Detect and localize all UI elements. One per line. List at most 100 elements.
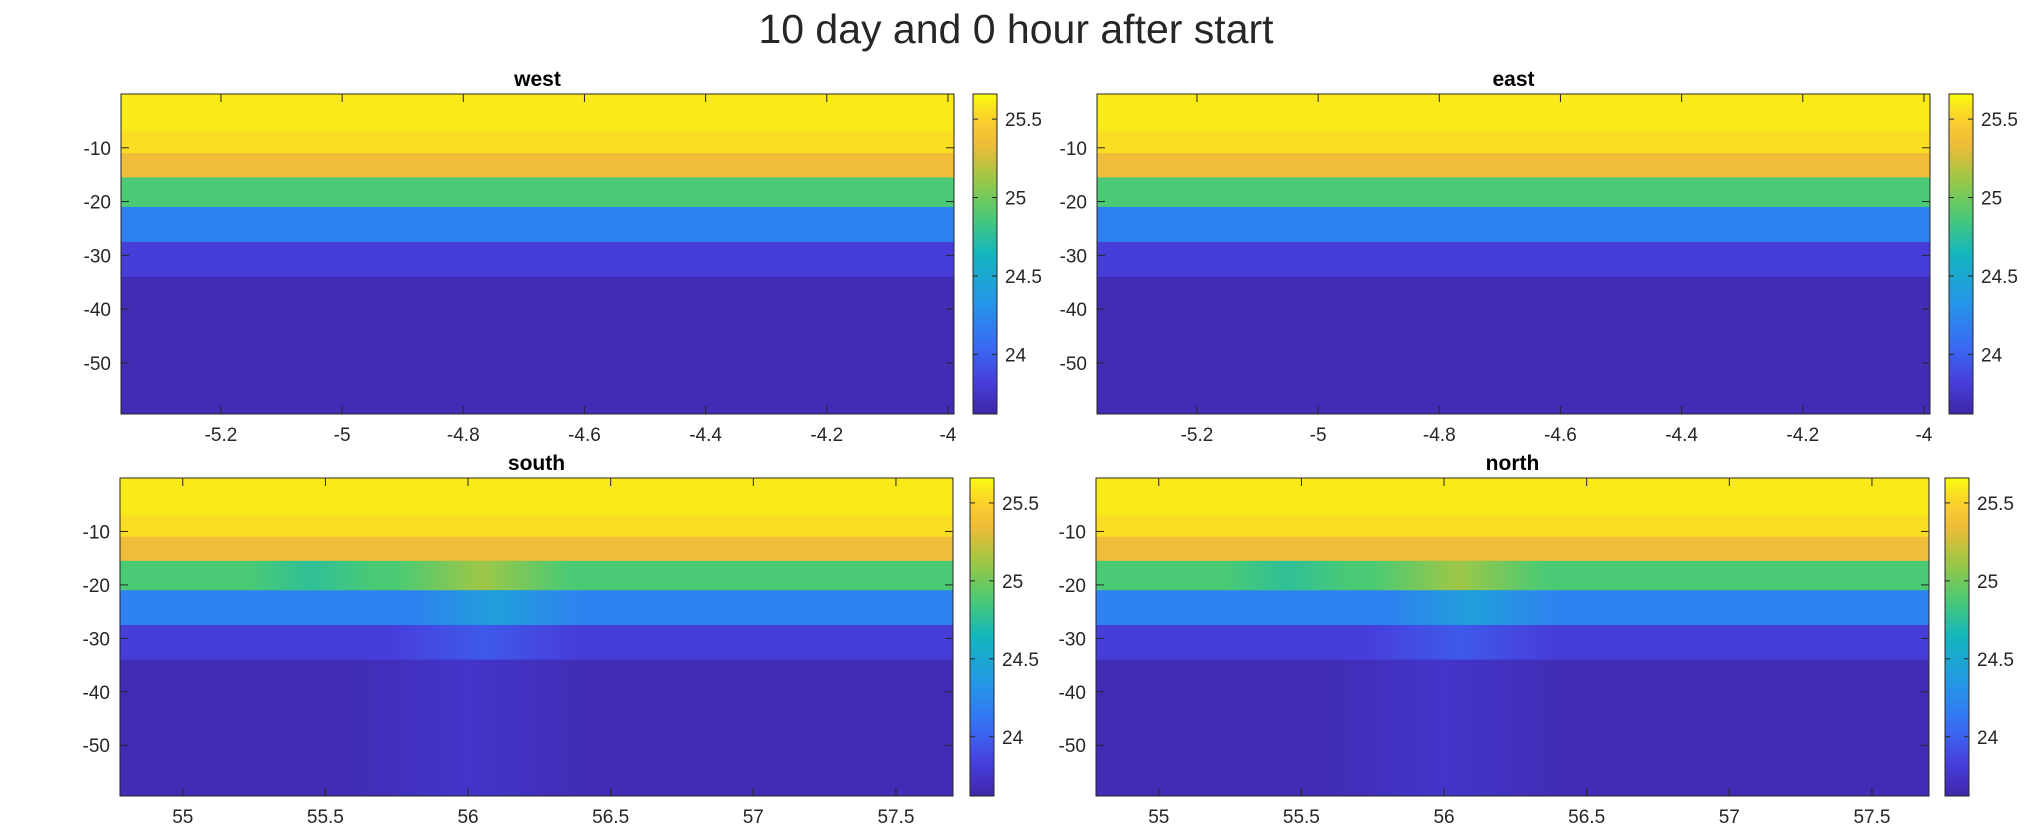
x-tick-label: -4.4 [1665, 425, 1698, 446]
x-tick-label: 57.5 [1853, 807, 1890, 828]
y-tick-label: -40 [84, 300, 111, 321]
colorbar-tick-label: 25 [1002, 572, 1023, 593]
figure-title: 10 day and 0 hour after start [758, 6, 1274, 52]
panel-title: south [508, 452, 565, 475]
anomaly-blob [348, 659, 588, 796]
colorbar-bar [1948, 93, 1974, 415]
y-tick-label: -50 [84, 354, 111, 375]
x-tick-label: -4.8 [1423, 425, 1456, 446]
axes-frame [1096, 93, 1931, 415]
x-tick-label: -4.6 [1544, 425, 1577, 446]
colorbar-tick-label: 24.5 [1981, 267, 2018, 288]
anomaly-blob [248, 560, 374, 591]
depth-layer [121, 94, 954, 133]
colorbar-tick-label: 25 [1977, 572, 1998, 593]
depth-layer [1097, 131, 1930, 154]
colorbar-tick-label: 24 [1005, 345, 1027, 366]
depth-layer [1097, 276, 1930, 415]
colorbar-tick-label: 25.5 [1981, 110, 2018, 131]
panel-west: west -5.2 -5 -4.8 -4.6 -4.4 -4.2 -4 -10 -20 -30 -40… [84, 68, 1042, 446]
x-tick-label: 55.5 [307, 807, 344, 828]
axes-frame [120, 93, 955, 415]
panel-title: east [1492, 68, 1534, 91]
x-tick-label: -4.2 [810, 425, 843, 446]
y-tick-label: -50 [1059, 736, 1086, 757]
x-tick-label: 56 [457, 807, 478, 828]
panel-south: south 55 55.5 56 56.5 57 57.5 -10 -20 -30 -40 -50 24… [83, 452, 1039, 828]
y-tick-label: -50 [83, 736, 110, 757]
x-tick-label: -4 [939, 425, 956, 446]
y-tick-label: -50 [1060, 354, 1087, 375]
y-tick-label: -40 [1060, 300, 1087, 321]
colorbar-bar [1944, 477, 1970, 797]
anomaly-blob [1386, 590, 1559, 625]
colorbar-tick-label: 25 [1981, 189, 2002, 210]
colorbar-tick-label: 24.5 [1002, 650, 1039, 671]
y-tick-label: -20 [1059, 576, 1086, 597]
anomaly-blob [391, 624, 574, 660]
anomaly-group [1224, 560, 1564, 796]
x-tick-label: 57 [1719, 807, 1740, 828]
y-tick-label: -40 [1059, 683, 1086, 704]
depth-layer [1096, 478, 1929, 516]
x-tick-label: -5.2 [1181, 425, 1214, 446]
panel-north: north 55 55.5 56 56.5 57 57.5 -10 -20 -30 -40 -50 24… [1059, 452, 2014, 828]
colorbar: 24 24.5 25 25.5 [1948, 93, 2018, 415]
colorbar-tick-label: 24 [1977, 728, 1999, 749]
x-tick-label: -4 [1915, 425, 1932, 446]
depth-layer [120, 515, 953, 538]
y-tick-label: -10 [84, 139, 111, 160]
y-tick-label: -30 [1059, 629, 1086, 650]
y-tick-label: -10 [1060, 139, 1087, 160]
colorbar: 24 24.5 25 25.5 [972, 93, 1042, 415]
depth-layer [1097, 206, 1930, 243]
y-tick-label: -30 [84, 246, 111, 267]
anomaly-blob [1367, 624, 1550, 660]
depth-layer [120, 478, 953, 516]
y-tick-label: -20 [1060, 193, 1087, 214]
x-tick-label: -4.4 [689, 425, 722, 446]
x-tick-label: 56.5 [1568, 807, 1605, 828]
colorbar-tick-label: 25.5 [1002, 494, 1039, 515]
depth-layer [120, 536, 953, 562]
y-tick-label: -30 [1060, 246, 1087, 267]
colorbar-tick-label: 24 [1981, 345, 2003, 366]
x-tick-label: 57 [743, 807, 764, 828]
axes-frame [1095, 477, 1930, 797]
x-tick-label: -4.6 [568, 425, 601, 446]
y-tick-label: -20 [84, 193, 111, 214]
axes-frame [119, 477, 954, 797]
x-tick-label: 55.5 [1283, 807, 1320, 828]
x-tick-label: -5 [334, 425, 351, 446]
anomaly-blob [410, 590, 583, 625]
colorbar-tick-label: 24 [1002, 728, 1024, 749]
anomaly-blob [1224, 560, 1350, 591]
panel-east: east -5.2 -5 -4.8 -4.6 -4.4 -4.2 -4 -10 -20 -30 -40… [1060, 68, 2018, 446]
depth-layer [1097, 241, 1930, 278]
x-tick-label: 56.5 [592, 807, 629, 828]
colorbar-tick-label: 24.5 [1977, 650, 2014, 671]
x-tick-label: -5.2 [205, 425, 238, 446]
depth-layer [1096, 515, 1929, 538]
anomaly-blob [1324, 659, 1564, 796]
x-tick-label: -4.8 [447, 425, 480, 446]
y-tick-label: -30 [83, 629, 110, 650]
depth-layer [121, 177, 954, 208]
depth-layer [121, 241, 954, 278]
colorbar: 24 24.5 25 25.5 [969, 477, 1039, 797]
y-tick-label: -10 [83, 522, 110, 543]
depth-layer [121, 276, 954, 415]
anomaly-group [248, 560, 588, 796]
depth-layer [1096, 536, 1929, 562]
depth-layer [121, 131, 954, 154]
y-tick-label: -10 [1059, 522, 1086, 543]
x-tick-label: 57.5 [877, 807, 914, 828]
x-tick-label: -5 [1310, 425, 1327, 446]
y-tick-label: -40 [83, 683, 110, 704]
colorbar-bar [969, 477, 995, 797]
depth-layer [1097, 177, 1930, 208]
colorbar-tick-label: 24.5 [1005, 267, 1042, 288]
colorbar-tick-label: 25 [1005, 189, 1026, 210]
x-tick-label: 56 [1433, 807, 1454, 828]
depth-layer [1097, 94, 1930, 133]
